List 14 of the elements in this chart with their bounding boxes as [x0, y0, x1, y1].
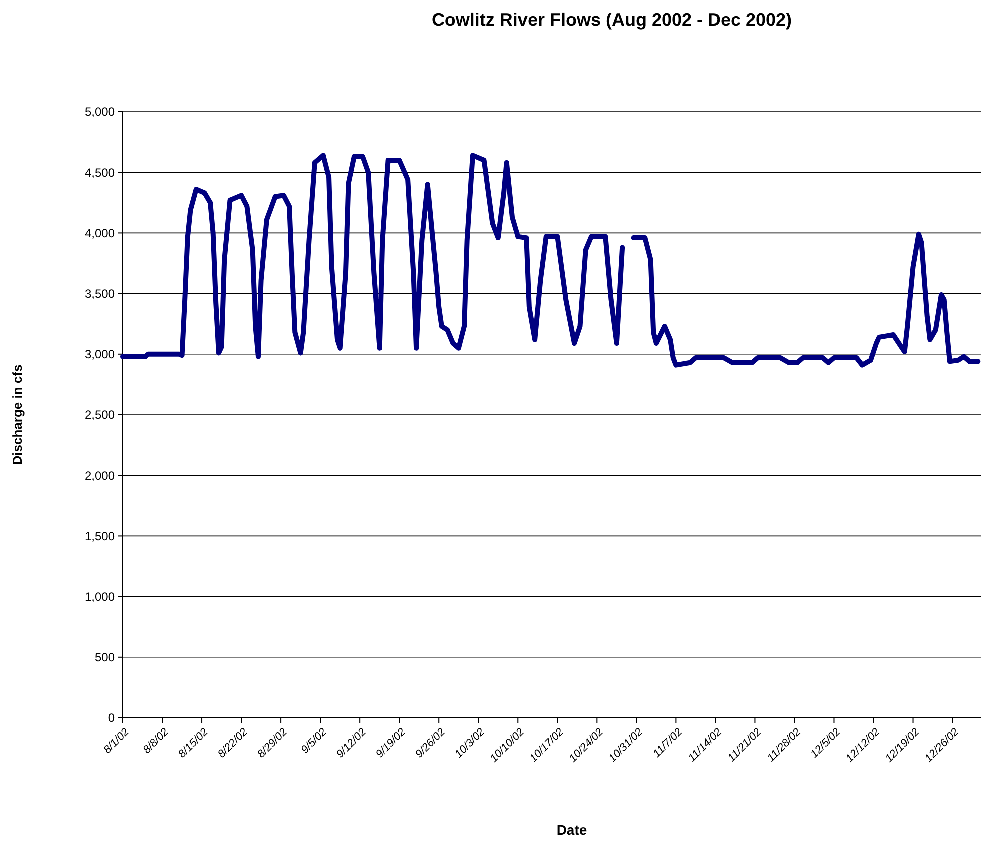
y-tick-label: 1,500	[84, 529, 116, 544]
y-tick-label: 3,500	[84, 287, 116, 301]
y-tick-label: 2,500	[84, 408, 116, 422]
y-tick-label: 0	[108, 711, 116, 726]
y-tick-label: 3,000	[84, 348, 116, 362]
y-tick-label: 5,000	[84, 105, 116, 120]
y-tick-label: 500	[94, 650, 116, 665]
y-axis-title: Discharge in cfs	[10, 364, 25, 466]
chart-title: Cowlitz River Flows (Aug 2002 - Dec 2002)	[432, 10, 792, 30]
y-tick-label: 1,000	[84, 590, 116, 604]
y-tick-label: 4,500	[84, 166, 116, 180]
y-tick-label: 4,000	[84, 226, 116, 240]
x-axis-title: Date	[556, 822, 588, 838]
y-tick-label: 2,000	[84, 468, 116, 483]
